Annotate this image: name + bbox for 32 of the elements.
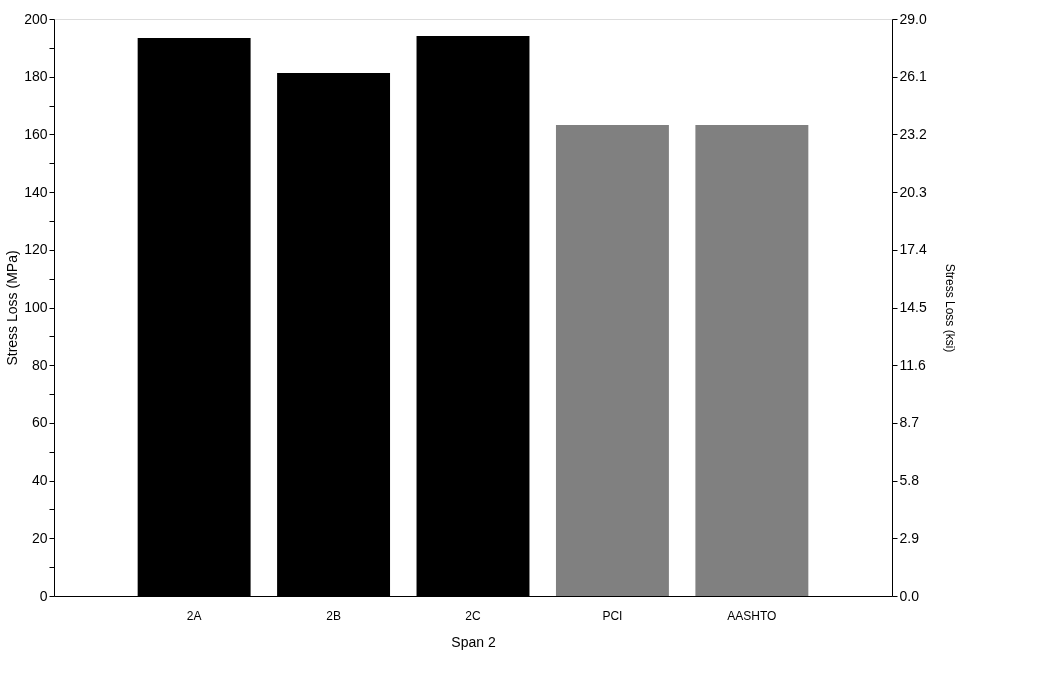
y-axis-title: Stress Loss (MPa): [4, 250, 21, 366]
y-tick-label: 0: [39, 587, 48, 604]
x-tick-label: 2B: [326, 608, 341, 623]
x-tick-label: PCI: [602, 608, 623, 623]
bar: [555, 124, 669, 596]
x-tick-label: 2A: [186, 608, 202, 623]
y2-tick-label: 2.9: [899, 529, 920, 546]
y2-tick-label: 11.6: [899, 356, 926, 373]
y-tick-label: 100: [24, 299, 48, 315]
y-tick-label: 140: [24, 183, 48, 200]
y2-tick-label: 5.8: [899, 472, 920, 489]
x-axis-title: Span 2: [451, 633, 496, 650]
y2-tick-label: 26.1: [899, 68, 927, 85]
y-tick-label: 80: [31, 356, 48, 373]
y2-axis-title: Stress Loss (ksi): [942, 263, 957, 353]
y-tick-label: 20: [31, 529, 48, 546]
y-tick-label: 160: [24, 125, 48, 142]
y-tick-label: 60: [31, 414, 48, 431]
y2-tick-label: 29.0: [899, 10, 927, 27]
y-tick-label: 120: [24, 241, 48, 258]
y2-tick-label: 14.5: [899, 299, 927, 315]
y2-tick-label: 23.2: [899, 125, 927, 142]
y-tick-label: 40: [31, 472, 48, 489]
y2-tick-label: 20.3: [899, 183, 927, 200]
y-tick-label: 180: [24, 68, 48, 85]
y2-tick-label: 8.7: [899, 414, 920, 431]
y2-tick-label: 0.0: [899, 587, 920, 604]
x-tick-label: 2C: [465, 608, 481, 623]
x-tick-label: AASHTO: [727, 608, 777, 623]
y2-tick-label: 17.4: [899, 241, 927, 258]
y-tick-label: 200: [24, 10, 48, 27]
bar: [695, 124, 809, 596]
